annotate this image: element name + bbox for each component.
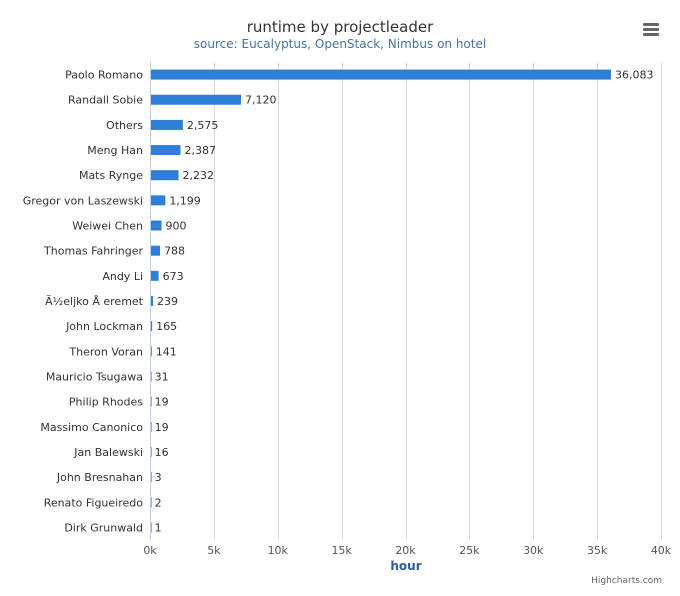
chart-title: runtime by projectleader — [247, 18, 434, 36]
x-tick-label: 10k — [268, 544, 289, 557]
category-label: Others — [106, 119, 143, 132]
bar[interactable] — [151, 69, 611, 80]
x-tick-label: 25k — [459, 544, 480, 557]
data-label: 36,083 — [615, 69, 654, 82]
hamburger-menu-icon[interactable] — [636, 18, 666, 40]
data-label: 16 — [155, 446, 169, 459]
grid-lines — [150, 62, 662, 540]
bar[interactable] — [151, 371, 152, 382]
bar[interactable] — [151, 245, 161, 256]
category-label: Jan Balewski — [73, 446, 143, 459]
data-labels: 36,083 7,120 2,575 2,387 2,232 1,199 900 788 673… — [155, 69, 654, 535]
data-label: 3 — [155, 471, 162, 484]
data-label: 788 — [164, 245, 185, 258]
credits-link[interactable]: Highcharts.com — [591, 576, 662, 586]
chart-subtitle: source: Eucalyptus, OpenStack, Nimbus on… — [194, 37, 486, 51]
category-label: Mauricio Tsugawa — [46, 370, 143, 383]
data-label: 2 — [155, 496, 162, 509]
data-label: 1 — [155, 521, 162, 534]
data-label: 2,387 — [184, 144, 216, 157]
bar[interactable] — [151, 522, 152, 533]
category-label: Andy Li — [102, 270, 143, 283]
data-label: 673 — [163, 270, 184, 283]
data-label: 2,575 — [187, 119, 219, 132]
category-label: Renato Figueiredo — [44, 496, 144, 509]
category-label: Ã½eljko Å eremet — [45, 295, 144, 308]
x-tick-label: 30k — [523, 544, 544, 557]
data-label: 900 — [165, 220, 186, 233]
category-label: Paolo Romano — [65, 69, 143, 82]
data-label: 1,199 — [169, 194, 201, 207]
data-label: 2,232 — [183, 169, 215, 182]
bar[interactable] — [151, 119, 183, 130]
category-label: Weiwei Chen — [72, 220, 143, 233]
bar[interactable] — [151, 421, 152, 432]
bar[interactable] — [151, 195, 166, 206]
category-label: John Bresnahan — [56, 471, 143, 484]
category-label: Theron Voran — [68, 345, 143, 358]
bar[interactable] — [151, 321, 153, 332]
bar[interactable] — [151, 497, 152, 508]
data-label: 141 — [156, 345, 177, 358]
category-label: Dirk Grunwald — [64, 521, 143, 534]
category-labels: Paolo Romano Randall Sobie Others Meng Han M… — [23, 69, 144, 535]
bar[interactable] — [151, 220, 162, 231]
x-axis-title: hour — [390, 559, 421, 573]
category-label: Thomas Fahringer — [43, 245, 143, 258]
data-label: 239 — [157, 295, 178, 308]
bar[interactable] — [151, 170, 179, 181]
bar[interactable] — [151, 346, 152, 357]
data-label: 31 — [155, 370, 169, 383]
bar[interactable] — [151, 296, 154, 306]
x-tick-label: 35k — [587, 544, 608, 557]
x-tick-label: 5k — [207, 544, 221, 557]
category-label: Gregor von Laszewski — [23, 194, 143, 207]
data-label: 165 — [156, 320, 177, 333]
category-label: Meng Han — [87, 144, 143, 157]
bar[interactable] — [151, 145, 181, 156]
bar[interactable] — [151, 270, 159, 281]
x-tick-label: 15k — [331, 544, 352, 557]
category-label: John Lockman — [65, 320, 143, 333]
x-tick-label: 40k — [651, 544, 672, 557]
category-label: Mats Rynge — [79, 169, 143, 182]
data-label: 7,120 — [245, 94, 277, 107]
bar[interactable] — [151, 94, 241, 105]
data-label: 19 — [155, 396, 169, 409]
bar[interactable] — [151, 446, 152, 457]
bar[interactable] — [151, 472, 152, 483]
category-label: Philip Rhodes — [69, 396, 143, 409]
x-tick-labels: 0k 5k 10k 15k 20k 25k 30k 35k 40k — [143, 544, 671, 557]
category-label: Randall Sobie — [68, 94, 143, 107]
data-label: 19 — [155, 421, 169, 434]
x-tick-label: 0k — [143, 544, 157, 557]
bars — [151, 69, 611, 533]
x-tick-label: 20k — [395, 544, 416, 557]
bar[interactable] — [151, 396, 152, 407]
category-label: Massimo Canonico — [40, 421, 143, 434]
